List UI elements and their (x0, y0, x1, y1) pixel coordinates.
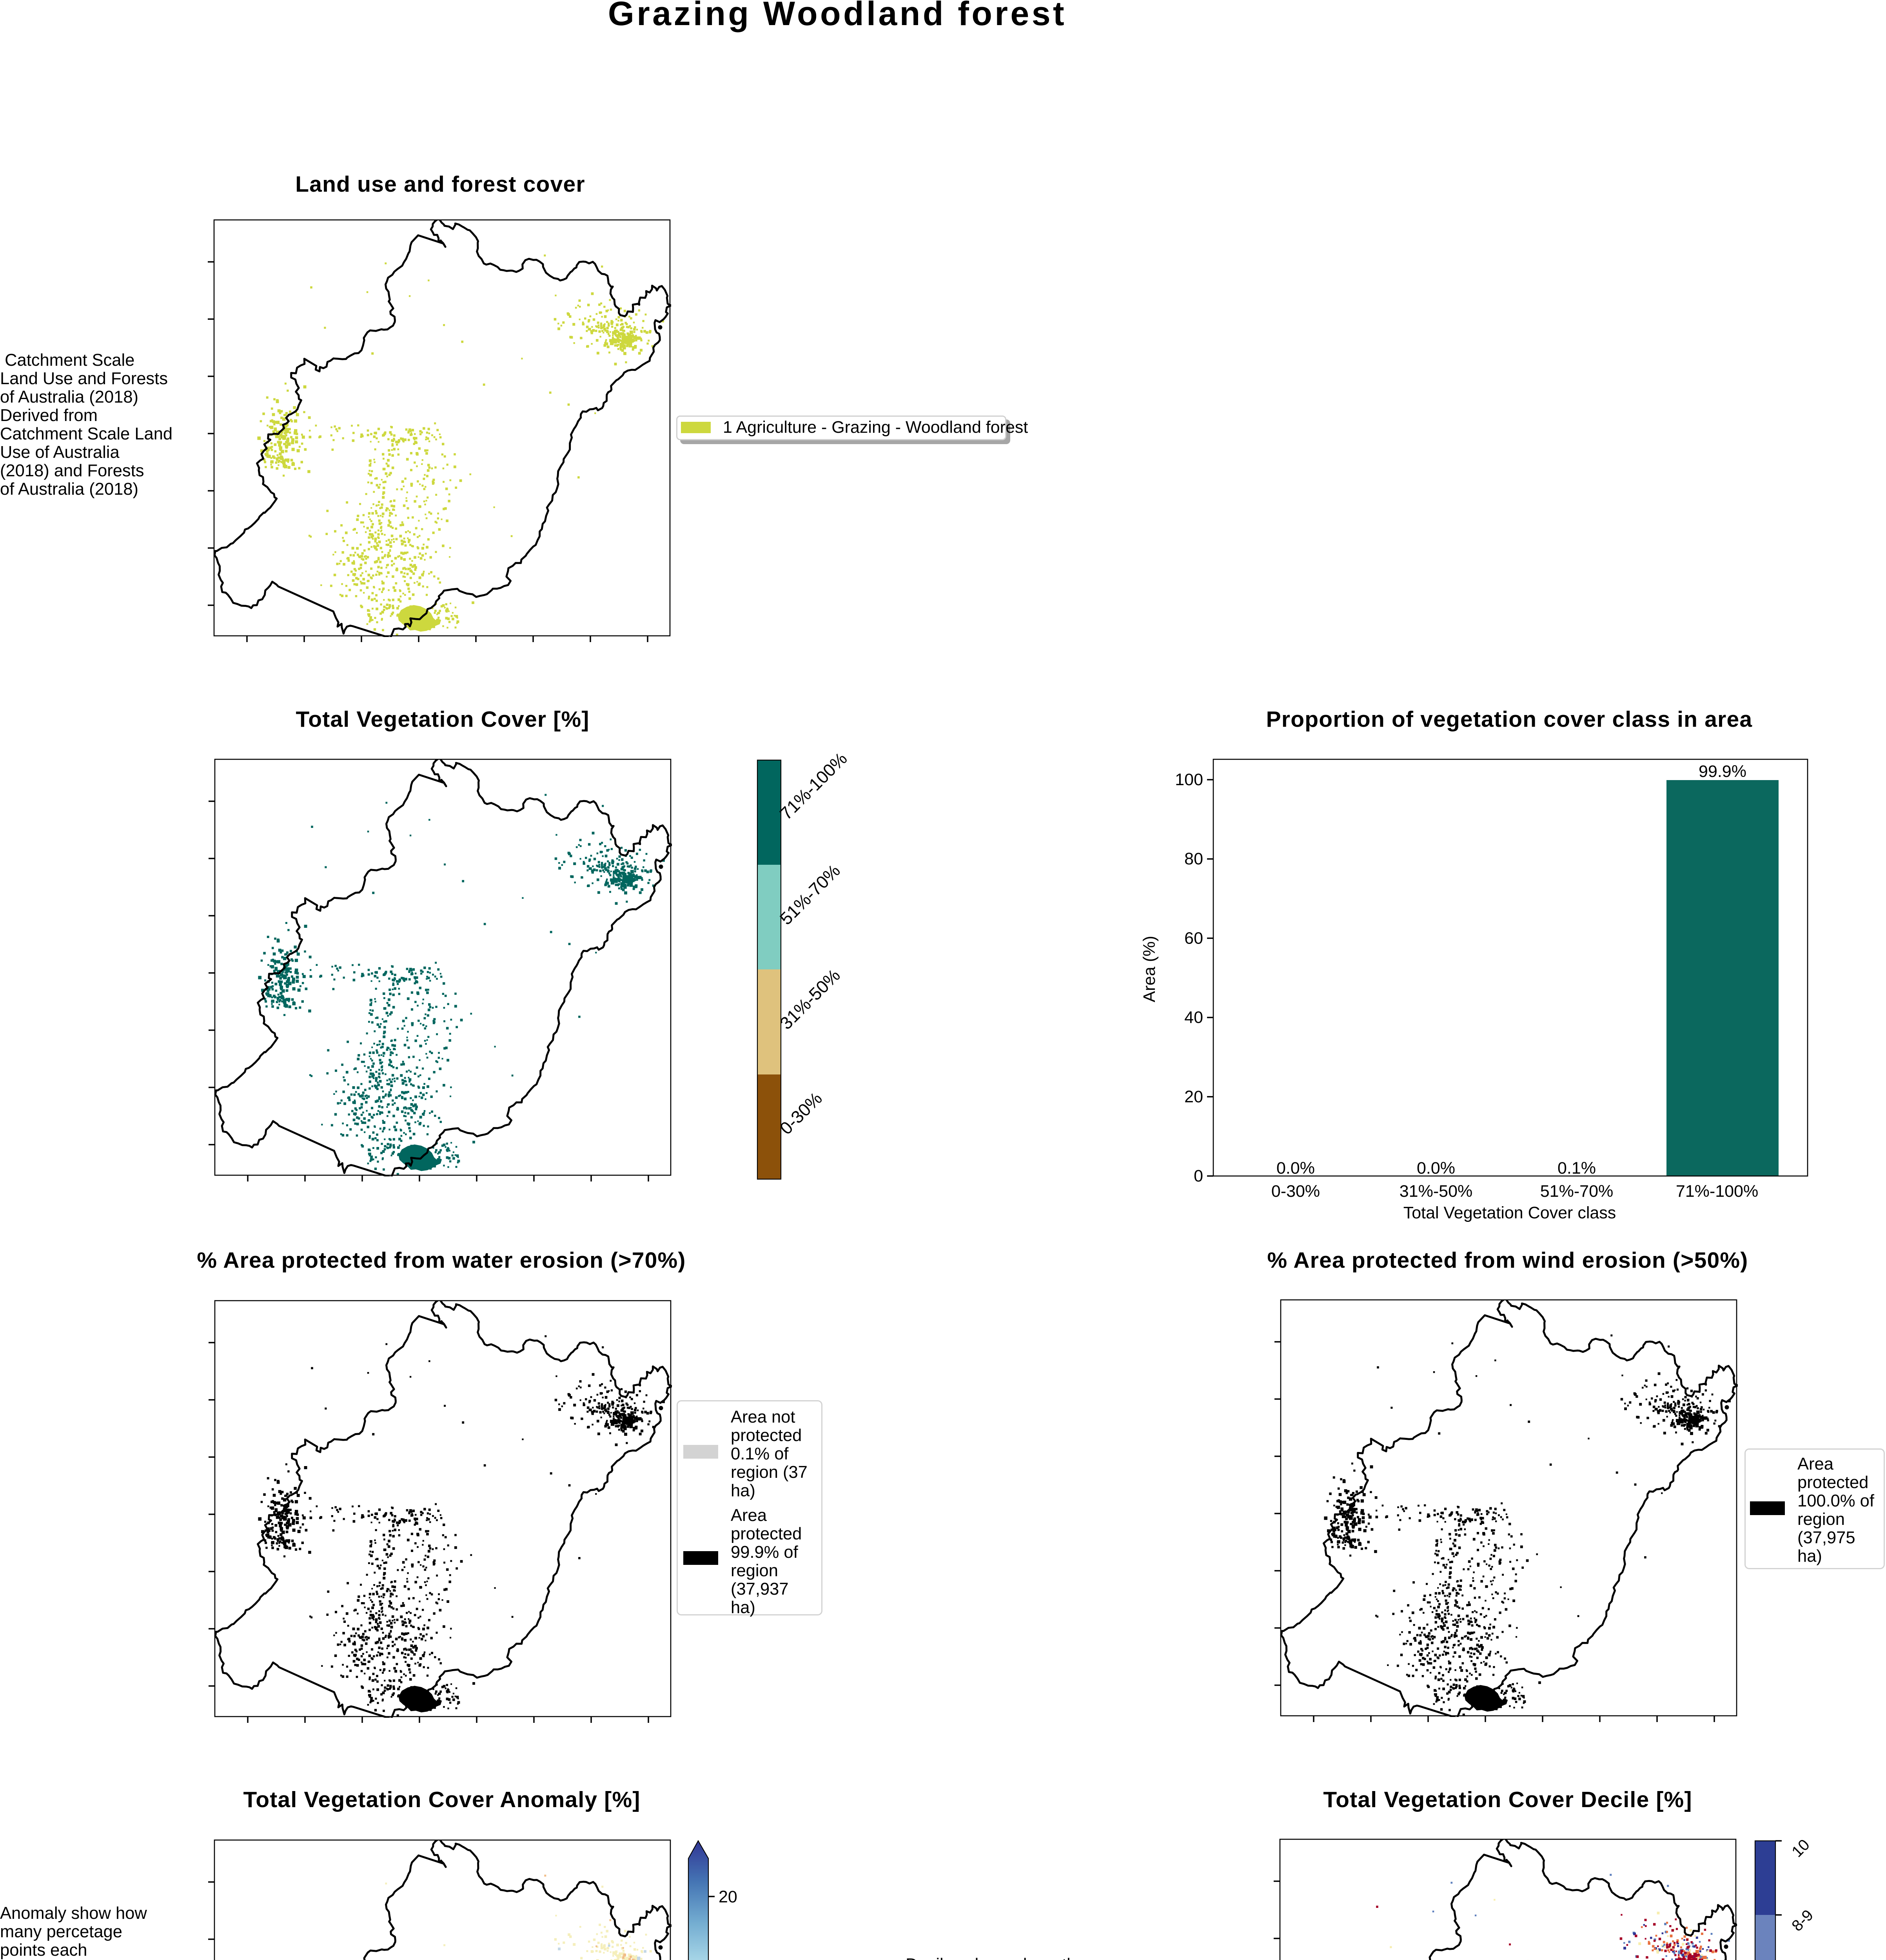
svg-text:60: 60 (1184, 929, 1203, 947)
svg-text:0.0%: 0.0% (1417, 1159, 1455, 1178)
svg-text:0.1%: 0.1% (1557, 1159, 1596, 1178)
svg-text:40: 40 (1184, 1008, 1203, 1027)
svg-text:100: 100 (1175, 770, 1203, 789)
svg-text:20: 20 (719, 1887, 737, 1906)
svg-text:Total Vegetation Cover class: Total Vegetation Cover class (1403, 1203, 1616, 1222)
svg-text:Area (%): Area (%) (1140, 936, 1159, 1002)
svg-text:51%-70%: 51%-70% (1540, 1182, 1613, 1201)
svg-text:0.0%: 0.0% (1276, 1159, 1315, 1178)
svg-text:99.9%: 99.9% (1699, 762, 1746, 781)
svg-text:8-9: 8-9 (1788, 1906, 1817, 1935)
svg-text:31%-50%: 31%-50% (776, 965, 844, 1033)
svg-text:0: 0 (1194, 1167, 1203, 1185)
svg-text:20: 20 (1184, 1087, 1203, 1106)
svg-text:71%-100%: 71%-100% (1676, 1182, 1758, 1201)
svg-text:71%-100%: 71%-100% (776, 748, 851, 824)
svg-text:31%-50%: 31%-50% (1400, 1182, 1472, 1201)
svg-text:10: 10 (1788, 1836, 1813, 1861)
svg-text:0-30%: 0-30% (776, 1088, 826, 1138)
svg-text:80: 80 (1184, 849, 1203, 868)
svg-text:0-30%: 0-30% (1271, 1182, 1320, 1201)
svg-text:51%-70%: 51%-70% (776, 860, 844, 929)
